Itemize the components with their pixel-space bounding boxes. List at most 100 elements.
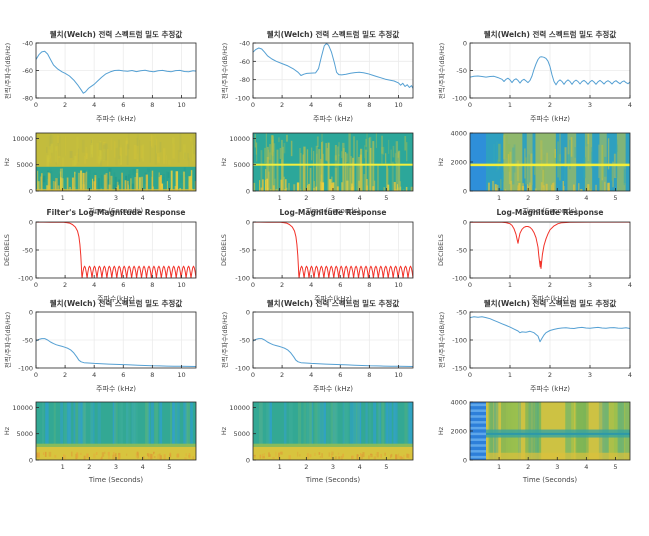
svg-text:3: 3 — [588, 101, 592, 109]
svg-text:1: 1 — [508, 281, 512, 289]
plot-title: 웰치(Welch) 전력 스펙트럼 밀도 추정값 — [49, 299, 183, 308]
svg-text:0: 0 — [251, 281, 255, 289]
x-axis-label: Time (Seconds) — [305, 476, 361, 484]
svg-text:4000: 4000 — [450, 399, 467, 407]
svg-text:8: 8 — [367, 281, 371, 289]
svg-text:8: 8 — [150, 371, 154, 379]
svg-text:10: 10 — [394, 281, 402, 289]
svg-text:0: 0 — [246, 309, 250, 317]
svg-text:3: 3 — [114, 194, 118, 202]
x-axis-label: 주파수 (kHz) — [530, 385, 570, 393]
svg-text:-80: -80 — [22, 95, 33, 103]
svg-text:3: 3 — [588, 371, 592, 379]
svg-text:8: 8 — [150, 101, 154, 109]
svg-text:-100: -100 — [235, 275, 250, 283]
svg-text:10000: 10000 — [12, 135, 33, 143]
svg-text:0: 0 — [468, 371, 472, 379]
svg-text:2: 2 — [280, 371, 284, 379]
x-axis-label: Time (Seconds) — [305, 207, 361, 215]
svg-text:10: 10 — [177, 101, 185, 109]
svg-text:5: 5 — [167, 194, 171, 202]
svg-text:-50: -50 — [22, 337, 33, 345]
svg-text:0: 0 — [463, 457, 467, 465]
svg-text:3: 3 — [555, 463, 559, 471]
svg-text:5000: 5000 — [16, 161, 33, 169]
svg-text:2: 2 — [548, 281, 552, 289]
x-axis-label: 주파수 (kHz) — [96, 385, 136, 393]
svg-text:10: 10 — [394, 101, 402, 109]
svg-text:-60: -60 — [239, 58, 250, 66]
svg-text:0: 0 — [251, 101, 255, 109]
svg-text:-50: -50 — [22, 247, 33, 255]
plot-canvas: 1 2 3 4 5 0 5000 10000 — [229, 401, 414, 471]
plot-title: Log-Magnitude Response — [279, 208, 387, 217]
svg-text:6: 6 — [338, 101, 342, 109]
x-axis-label: Time (Seconds) — [88, 476, 144, 484]
x-axis-label: 주파수 (kHz) — [313, 385, 353, 393]
svg-text:4: 4 — [141, 463, 145, 471]
x-axis-label: Time (Seconds) — [522, 476, 578, 484]
svg-text:2: 2 — [304, 463, 308, 471]
svg-text:0: 0 — [468, 281, 472, 289]
svg-text:10000: 10000 — [229, 135, 250, 143]
svg-text:3: 3 — [331, 194, 335, 202]
plot-title: 웰치(Welch) 전력 스펙트럼 밀도 추정값 — [483, 299, 617, 308]
svg-text:3: 3 — [114, 463, 118, 471]
plot-canvas: 1 2 3 4 5 0 5000 10000 — [12, 401, 197, 471]
svg-text:10: 10 — [394, 371, 402, 379]
svg-text:0: 0 — [246, 457, 250, 465]
x-axis-label: 주파수(kHz) — [97, 295, 135, 303]
plot-canvas: 1 2 3 4 5 0 5000 10000 — [229, 132, 414, 202]
svg-text:5: 5 — [384, 463, 388, 471]
x-axis-label: 주파수(kHz) — [314, 295, 352, 303]
svg-text:0: 0 — [463, 40, 467, 48]
svg-text:10: 10 — [177, 371, 185, 379]
plot-canvas: 1 2 3 4 5 0 5000 10000 — [12, 132, 197, 202]
svg-text:-40: -40 — [239, 40, 250, 48]
svg-text:2: 2 — [87, 194, 91, 202]
plot-canvas: 0 2 4 6 8 10 -40 -60 -80 — [22, 40, 197, 109]
svg-text:3: 3 — [555, 194, 559, 202]
svg-text:1: 1 — [61, 194, 65, 202]
svg-text:1: 1 — [508, 101, 512, 109]
svg-text:0: 0 — [34, 281, 38, 289]
svg-text:-50: -50 — [456, 67, 467, 75]
plot-canvas: 0 2 4 6 8 10 0 -50 -100 — [235, 219, 414, 289]
x-axis-label: 주파수 (kHz) — [96, 115, 136, 123]
svg-text:5: 5 — [384, 194, 388, 202]
svg-text:2: 2 — [280, 281, 284, 289]
svg-text:-100: -100 — [452, 275, 467, 283]
svg-text:3: 3 — [588, 281, 592, 289]
svg-text:0: 0 — [251, 371, 255, 379]
svg-text:5000: 5000 — [233, 161, 250, 169]
svg-text:4: 4 — [628, 101, 632, 109]
plot-title: 웰치(Welch) 전력 스펙트럼 밀도 추정값 — [266, 30, 400, 39]
svg-text:4: 4 — [92, 371, 96, 379]
svg-text:8: 8 — [150, 281, 154, 289]
plot-canvas: 0 2 4 6 8 10 0 -50 -100 — [18, 219, 197, 289]
svg-text:10000: 10000 — [12, 404, 33, 412]
plot-title: Log-Magnitude Response — [496, 208, 604, 217]
svg-text:-40: -40 — [22, 40, 33, 48]
svg-text:4: 4 — [584, 194, 588, 202]
svg-text:0: 0 — [468, 101, 472, 109]
svg-text:4: 4 — [309, 281, 313, 289]
x-axis-label: Time (Seconds) — [522, 207, 578, 215]
x-axis-label: 주파수(kHz) — [531, 295, 569, 303]
svg-text:4: 4 — [358, 194, 362, 202]
svg-text:0: 0 — [246, 219, 250, 227]
svg-text:6: 6 — [121, 101, 125, 109]
svg-text:-100: -100 — [18, 275, 33, 283]
plot-canvas: 1 2 3 4 5 0 2000 4000 — [450, 130, 631, 202]
plot-title: Filter's Log-Magnitude Response — [46, 208, 186, 217]
svg-text:2: 2 — [548, 371, 552, 379]
svg-text:-100: -100 — [235, 95, 250, 103]
svg-text:10000: 10000 — [229, 404, 250, 412]
svg-text:5000: 5000 — [233, 430, 250, 438]
plot-title: 웰치(Welch) 전력 스펙트럼 밀도 추정값 — [483, 30, 617, 39]
svg-text:0: 0 — [29, 457, 33, 465]
svg-text:5: 5 — [613, 463, 617, 471]
svg-text:2: 2 — [548, 101, 552, 109]
svg-text:4: 4 — [92, 101, 96, 109]
plot-canvas: 0 1 2 3 4 -50 -100 -150 — [452, 309, 632, 380]
